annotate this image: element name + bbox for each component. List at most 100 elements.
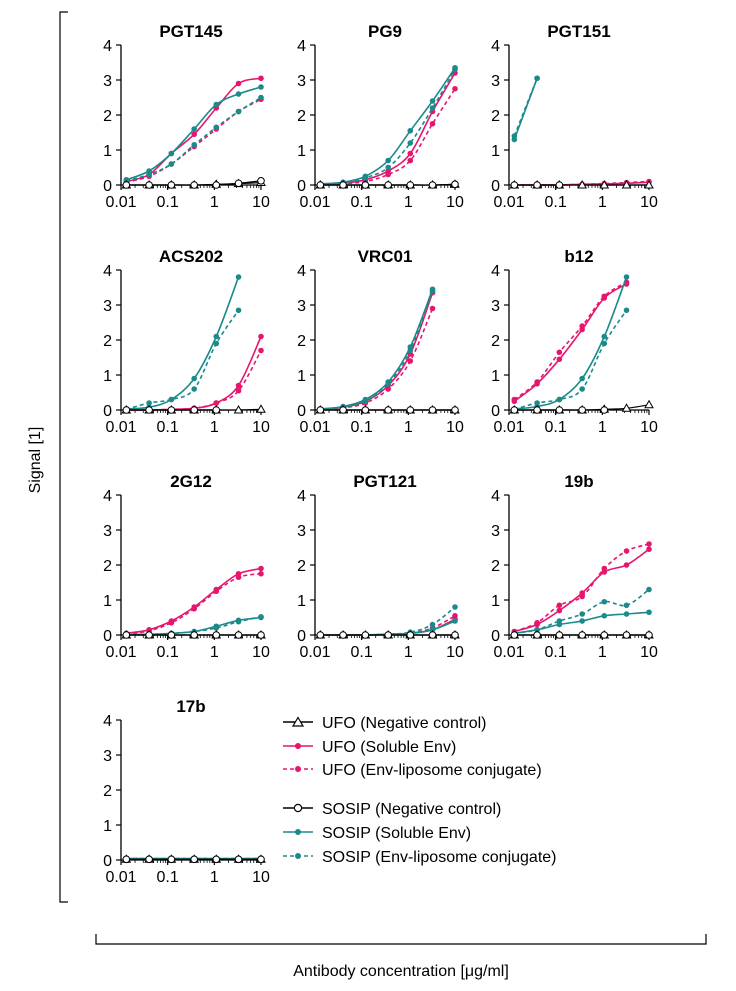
y-tick-label: 3 bbox=[297, 73, 306, 90]
series-line bbox=[320, 308, 434, 411]
data-point-open bbox=[510, 631, 519, 639]
data-point-open bbox=[145, 181, 153, 189]
data-point bbox=[556, 607, 563, 614]
series-sosip-env-liposome-conjugate bbox=[317, 288, 436, 413]
series-line bbox=[126, 573, 262, 635]
data-point-open bbox=[167, 406, 176, 414]
x-tick-label: 0.01 bbox=[105, 644, 136, 661]
data-point bbox=[235, 574, 242, 581]
data-point-open bbox=[190, 406, 198, 414]
y-tick-label: 3 bbox=[491, 298, 500, 315]
series-sosip-negative-control bbox=[122, 177, 265, 189]
x-tick-label: 10 bbox=[446, 419, 464, 436]
y-tick-label: 3 bbox=[491, 523, 500, 540]
panel-title: VRC01 bbox=[358, 247, 413, 266]
data-point bbox=[601, 333, 608, 340]
data-point bbox=[579, 611, 585, 617]
data-point bbox=[146, 171, 152, 178]
legend-label: UFO (Soluble Env) bbox=[322, 739, 456, 756]
x-tick-label: 10 bbox=[252, 869, 270, 886]
data-point-open bbox=[122, 631, 131, 639]
data-point-open bbox=[428, 631, 437, 639]
x-tick-label: 1 bbox=[598, 419, 607, 436]
series-sosip-env-liposome-conjugate bbox=[123, 307, 242, 413]
legend-label: SOSIP (Negative control) bbox=[322, 801, 501, 818]
data-point-open bbox=[145, 406, 153, 414]
panel-17b: 17b 0 1 2 3 4 0.01 0.1 1 10 bbox=[103, 697, 270, 886]
y-tick-label: 2 bbox=[103, 108, 112, 125]
x-tick-label: 0.1 bbox=[351, 419, 373, 436]
y-tick-label: 1 bbox=[297, 368, 306, 385]
x-tick-label: 1 bbox=[404, 419, 413, 436]
y-tick-label: 4 bbox=[103, 488, 112, 505]
x-tick-label: 0.01 bbox=[105, 419, 136, 436]
panel-title: 19b bbox=[564, 472, 593, 491]
data-point bbox=[385, 380, 391, 387]
y-tick-label: 4 bbox=[491, 488, 500, 505]
legend-item-sosip-liposome: SOSIP (Env-liposome conjugate) bbox=[283, 849, 556, 866]
data-point bbox=[407, 127, 414, 134]
x-axis-bracket bbox=[95, 934, 707, 945]
dot-marker-icon bbox=[295, 829, 301, 835]
data-point-open bbox=[122, 181, 131, 189]
x-tick-label: 1 bbox=[210, 869, 219, 886]
data-point-open bbox=[451, 631, 459, 639]
x-tick-label: 0.1 bbox=[157, 644, 179, 661]
data-point bbox=[407, 150, 414, 157]
x-tick-label: 0.1 bbox=[157, 419, 179, 436]
panel-vrc01: VRC01 0 1 2 3 4 0.01 0.1 1 10 bbox=[297, 247, 464, 436]
data-point-open bbox=[167, 855, 176, 864]
data-point-triangle bbox=[233, 404, 244, 414]
legend-item-sosip-soluble: SOSIP (Soluble Env) bbox=[283, 825, 471, 842]
data-point bbox=[623, 548, 630, 554]
series-sosip-negative-control bbox=[510, 631, 653, 639]
data-point-triangle bbox=[621, 403, 632, 412]
x-tick-label: 1 bbox=[210, 194, 219, 211]
y-tick-label: 4 bbox=[297, 488, 306, 505]
data-point bbox=[258, 94, 264, 101]
y-tick-label: 4 bbox=[103, 713, 112, 730]
data-point bbox=[235, 108, 242, 115]
x-tick-label: 0.1 bbox=[157, 869, 179, 886]
panel-title: b12 bbox=[564, 247, 593, 266]
data-point-open bbox=[622, 631, 631, 639]
data-point bbox=[191, 126, 197, 132]
data-point-open bbox=[361, 406, 370, 414]
panel-title: PGT121 bbox=[353, 472, 416, 491]
data-point bbox=[429, 626, 436, 633]
x-tick-label: 0.1 bbox=[545, 194, 567, 211]
x-tick-label: 10 bbox=[640, 419, 658, 436]
data-point bbox=[258, 565, 264, 572]
data-point-open bbox=[316, 406, 325, 414]
y-tick-label: 2 bbox=[297, 108, 306, 125]
data-point bbox=[556, 349, 563, 356]
panel-title: ACS202 bbox=[159, 247, 223, 266]
data-point-open bbox=[234, 631, 243, 639]
legend-item-ufo-soluble: UFO (Soluble Env) bbox=[283, 739, 456, 756]
data-point bbox=[429, 98, 436, 104]
data-point bbox=[579, 323, 585, 329]
y-tick-label: 2 bbox=[491, 558, 500, 575]
y-tick-label: 1 bbox=[297, 593, 306, 610]
data-point bbox=[534, 379, 540, 385]
y-tick-label: 0 bbox=[103, 403, 112, 420]
data-point-open bbox=[406, 181, 415, 189]
data-point-open bbox=[167, 631, 176, 639]
data-point bbox=[168, 150, 175, 157]
panel-pg9: PG9 0 1 2 3 4 0.01 0.1 1 10 bbox=[297, 22, 464, 211]
open-circle-marker-icon bbox=[293, 803, 303, 813]
data-point-open bbox=[339, 631, 347, 639]
data-point-open bbox=[428, 181, 437, 189]
y-tick-label: 4 bbox=[297, 38, 306, 55]
y-tick-label: 3 bbox=[103, 523, 112, 540]
y-tick-label: 1 bbox=[491, 143, 500, 160]
x-tick-label: 0.01 bbox=[105, 194, 136, 211]
y-tick-label: 3 bbox=[491, 73, 500, 90]
series-sosip-env-liposome-conjugate bbox=[511, 307, 630, 413]
series-line bbox=[513, 283, 627, 402]
y-tick-label: 0 bbox=[103, 628, 112, 645]
series-ufo-env-liposome-conjugate bbox=[317, 85, 458, 188]
data-point-open bbox=[212, 631, 221, 639]
series-ufo-env-liposome-conjugate bbox=[317, 305, 436, 413]
